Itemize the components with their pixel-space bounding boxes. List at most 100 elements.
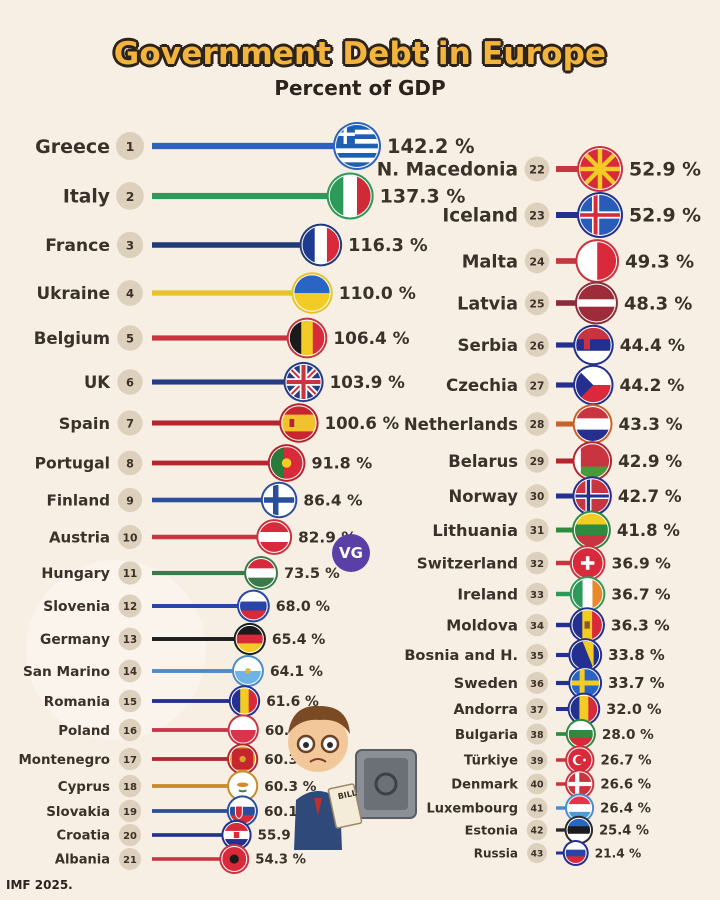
bar [152,699,232,703]
flag-icon [568,772,592,796]
category-label: Croatia [57,829,110,844]
category-label: Bosnia and H. [404,647,518,664]
rank-number: 8 [126,457,134,470]
bar [556,782,569,786]
value-label: 65.4 % [272,632,325,648]
rank-badge [118,689,142,713]
flag-icon [294,275,330,311]
rank-badge [118,774,142,798]
rank-number: 17 [123,755,137,766]
rank-badge [117,280,143,306]
flag-icon [567,796,592,820]
rank-number: 14 [123,667,137,678]
value-label: 42.7 % [618,486,682,506]
chart-row: Bosnia and H. 35 33.8 % [404,638,665,672]
rank-number: 16 [123,726,137,737]
chart-row: Slovakia 19 60.1 % [46,795,316,827]
bill-paper-label: BILL [337,788,358,801]
category-label: Lithuania [432,521,518,540]
chart-row: Hungary 11 73.5 % [41,556,340,590]
rank-number: 24 [529,255,545,268]
category-label: Netherlands [404,415,518,434]
chart-row: Netherlands 28 43.3 % [404,404,683,444]
chart-row: Ireland 33 36.7 % [457,576,671,612]
value-label: 44.2 % [620,376,685,396]
flag-icon [224,822,249,848]
bar [152,809,230,813]
bar [152,142,336,150]
flag-icon [247,559,276,587]
flag-icon [578,242,617,280]
category-label: Malta [462,251,518,272]
rank-number: 30 [530,491,545,503]
bar [556,300,578,306]
bar [152,242,303,248]
chart-row: Ukraine 4 110.0 % [37,272,416,314]
rank-number: 41 [530,804,543,815]
chart-row: Belgium 5 106.4 % [34,317,410,359]
category-label: Bulgaria [455,728,518,743]
rank-badge [118,747,142,771]
value-label: 116.3 % [348,236,428,256]
flag-icon [570,695,598,723]
chart-row: Bulgaria 38 28.0 % [455,718,654,750]
rank-number: 36 [530,679,544,690]
bar [556,382,577,388]
flag-icon [302,226,340,264]
rank-badge [525,373,549,397]
category-label: Andorra [453,702,518,718]
flag-icon [576,367,611,403]
flag-icon [270,447,303,479]
value-label: 21.4 % [595,846,642,860]
flag-icon [572,579,603,609]
category-label: Germany [40,632,110,648]
chart-row: Switzerland 32 36.9 % [417,545,671,581]
rank-badge [118,823,142,847]
rank-number: 19 [123,807,137,818]
bar [556,342,577,348]
rank-badge [525,518,549,542]
rank-badge [116,231,144,259]
value-label: 142.2 % [387,135,475,158]
rank-number: 6 [126,376,134,390]
bar [152,379,287,385]
rank-badge [117,450,143,476]
bar [152,420,283,426]
rank-badge [117,487,143,513]
category-label: France [45,236,110,256]
value-label: 26.6 % [600,778,651,793]
chart-row: N. Macedonia 22 52.9 % [377,146,701,192]
bar [556,652,572,658]
bar [556,680,572,686]
flag-icon [574,513,608,547]
rank-badge [117,325,143,351]
value-label: 60.3 % [264,779,317,795]
bar [556,828,568,832]
rank-badge [524,248,550,274]
chart-row: Moldova 34 36.3 % [446,607,670,643]
category-label: Poland [58,724,110,739]
chart-row: UK 6 103.9 % [84,361,405,403]
chart-row: Estonia 42 25.4 % [465,815,649,845]
bar [556,706,571,712]
bar [556,421,576,427]
rank-number: 18 [123,782,137,793]
flag-icon [572,548,603,578]
value-label: 36.7 % [611,585,671,603]
flag-icon [286,364,321,400]
flag-icon [229,798,255,824]
chart-row: Slovenia 12 68.0 % [43,589,330,623]
flag-icon [571,641,600,669]
value-label: 49.3 % [625,251,694,272]
bar [152,857,223,861]
rank-number: 27 [530,380,545,392]
value-label: 91.8 % [311,454,372,473]
value-label: 61.6 % [266,694,319,710]
bar [556,732,569,736]
category-label: Belgium [34,329,110,348]
value-label: 54.3 % [255,853,306,868]
value-label: 86.4 % [303,491,363,509]
flag-icon [222,847,247,871]
